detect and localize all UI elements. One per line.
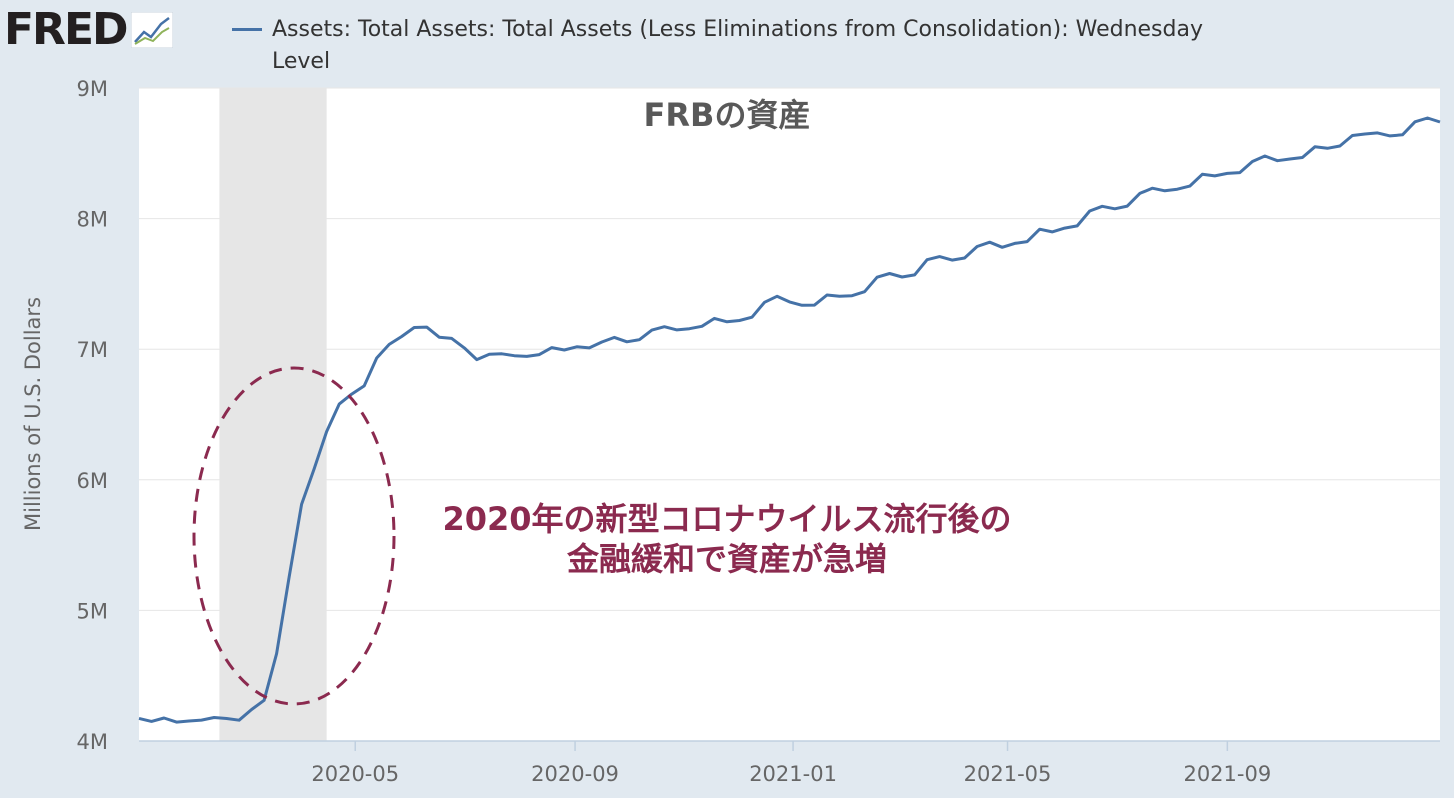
y-tick-label: 7M: [77, 338, 108, 362]
fred-logo-text: FRED: [4, 4, 129, 55]
y-tick-label: 6M: [77, 469, 108, 493]
legend-label: Assets: Total Assets: Total Assets (Less…: [272, 17, 1203, 74]
annotation-text-line1: 2020年の新型コロナウイルス流行後の: [442, 500, 1011, 538]
y-tick-label: 8M: [77, 208, 108, 232]
x-tick-label: 2021-05: [964, 762, 1052, 786]
plot-background: [139, 88, 1440, 741]
x-tick-label: 2021-09: [1183, 762, 1271, 786]
series-line: [138, 116, 1441, 724]
chart-line-icon: [130, 11, 174, 52]
y-tick-label: 5M: [77, 599, 108, 623]
y-tick-label: 4M: [77, 730, 108, 754]
chart-title: FRBの資産: [644, 96, 811, 134]
fred-logo[interactable]: FRED: [4, 4, 174, 56]
annotation-text-line2: 金融緩和で資産が急増: [566, 540, 887, 578]
x-tick-label: 2021-01: [749, 762, 837, 786]
y-axis-title: Millions of U.S. Dollars: [21, 297, 45, 531]
x-tick-label: 2020-09: [531, 762, 619, 786]
annotation-ellipse: [192, 366, 396, 706]
recession-shading: [219, 88, 327, 741]
legend-line-swatch: [232, 28, 262, 31]
chart-legend[interactable]: Assets: Total Assets: Total Assets (Less…: [232, 14, 1232, 78]
x-tick-label: 2020-05: [311, 762, 399, 786]
y-tick-label: 9M: [77, 77, 108, 101]
